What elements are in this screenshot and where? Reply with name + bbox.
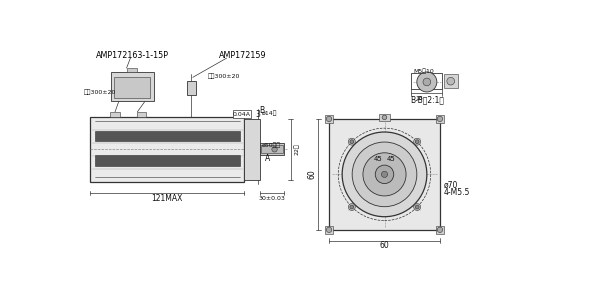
Text: AMP172163-1-15P: AMP172163-1-15P [96, 51, 169, 60]
Text: 45: 45 [386, 156, 395, 162]
Bar [91, 117, 244, 182]
Text: 60: 60 [308, 170, 317, 179]
Text: ø14刀: ø14刀 [262, 111, 277, 116]
Bar [325, 226, 333, 234]
Circle shape [415, 140, 419, 144]
Text: 4-M5.5: 4-M5.5 [444, 188, 470, 197]
Circle shape [272, 147, 277, 152]
Circle shape [447, 77, 455, 85]
Bar [111, 72, 154, 101]
Text: 0.04A: 0.04A [233, 112, 251, 117]
Circle shape [415, 205, 419, 209]
Circle shape [350, 205, 354, 209]
Circle shape [414, 138, 421, 145]
Text: 機長300±20: 機長300±20 [208, 74, 240, 79]
Circle shape [363, 153, 406, 196]
Circle shape [382, 115, 387, 120]
Text: 3: 3 [255, 110, 260, 119]
Bar [233, 111, 251, 118]
Bar [379, 114, 390, 121]
Bar [444, 74, 458, 88]
Circle shape [414, 204, 421, 210]
Bar [244, 119, 260, 180]
Circle shape [342, 132, 427, 217]
Bar [95, 131, 240, 142]
Bar [187, 81, 196, 95]
Bar [436, 115, 444, 123]
Bar [114, 77, 151, 98]
Circle shape [382, 171, 388, 177]
Text: A: A [265, 154, 270, 163]
Text: 121MAX: 121MAX [152, 194, 183, 203]
Circle shape [349, 204, 355, 210]
Bar [325, 115, 333, 123]
Text: 60: 60 [380, 241, 389, 251]
Bar [95, 155, 240, 166]
Bar [262, 145, 283, 153]
Text: 機長300±20: 機長300±20 [84, 89, 116, 95]
Circle shape [326, 227, 332, 232]
Bar [110, 112, 119, 117]
Text: M5小10: M5小10 [413, 68, 434, 74]
Bar [329, 119, 440, 230]
Circle shape [375, 165, 394, 184]
Circle shape [417, 72, 437, 92]
Circle shape [352, 142, 417, 207]
Text: B: B [260, 106, 265, 115]
Circle shape [437, 227, 443, 232]
Text: 30±0.03: 30±0.03 [259, 196, 286, 201]
Text: 22刀: 22刀 [294, 143, 299, 155]
Text: ø50小刀: ø50小刀 [262, 143, 280, 148]
Circle shape [326, 116, 332, 122]
Bar [412, 74, 442, 89]
Text: ø70: ø70 [444, 181, 458, 190]
Text: 16: 16 [415, 96, 423, 101]
Text: AMP172159: AMP172159 [219, 51, 266, 60]
Bar [137, 112, 146, 117]
Bar [436, 226, 444, 234]
Circle shape [349, 138, 355, 145]
Circle shape [423, 78, 431, 86]
Circle shape [437, 116, 443, 122]
Text: B-B（2:1）: B-B（2:1） [410, 95, 444, 104]
Bar [127, 68, 137, 72]
Text: 45: 45 [374, 156, 383, 162]
Bar [260, 143, 284, 156]
Circle shape [350, 140, 354, 144]
